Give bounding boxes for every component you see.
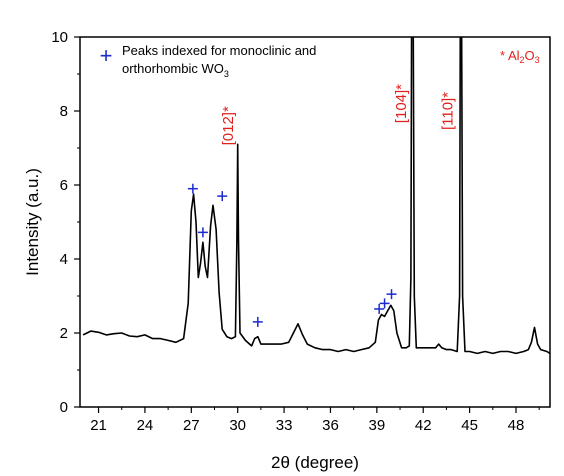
x-tick-label: 45 [461, 417, 478, 434]
peak-annotation: [104]* [393, 84, 410, 123]
peak-annotation: [012]* [220, 106, 237, 145]
plot-frame [79, 36, 551, 408]
peak-marker [252, 316, 263, 327]
x-tick-label: 36 [322, 417, 339, 434]
x-tick-label: 33 [276, 417, 293, 434]
x-tick-label: 42 [415, 417, 432, 434]
y-tick-label: 8 [60, 103, 68, 120]
x-tick-label: 21 [90, 417, 107, 434]
y-tick-label: 2 [60, 325, 68, 342]
peak-marker [197, 227, 208, 238]
legend-line-1: Peaks indexed for monoclinic and [122, 43, 316, 58]
y-tick-label: 6 [60, 177, 68, 194]
alumina-sub2: 3 [535, 55, 540, 65]
alumina-prefix: * Al [500, 48, 520, 63]
peak-marker [187, 183, 198, 194]
x-tick-label: 30 [229, 417, 246, 434]
y-tick-label: 4 [60, 251, 68, 268]
legend: + Peaks indexed for monoclinic and ortho… [100, 43, 317, 79]
alumina-note: * Al2O3 [500, 48, 540, 65]
x-axis-title: 2θ (degree) [271, 453, 359, 472]
annotation-layer: [012]* [104]* [110]* [220, 84, 457, 146]
alumina-sub1: 2 [520, 55, 525, 65]
x-tick-label: 24 [137, 417, 154, 434]
alumina-note-text: * Al2O3 [500, 48, 540, 65]
marker-layer [187, 183, 397, 327]
legend-line-2: orthorhombic WO3 [122, 61, 229, 79]
x-tick-label: 27 [183, 417, 200, 434]
series-line [82, 37, 550, 355]
y-tick-label: 10 [51, 29, 68, 46]
x-tick-label: 48 [508, 417, 525, 434]
y-axis-title: Intensity (a.u.) [23, 168, 42, 276]
peak-marker [217, 191, 228, 202]
alumina-mid: O [525, 48, 535, 63]
x-tick-label: 39 [368, 417, 385, 434]
legend-line-2-sub: 3 [224, 69, 229, 79]
peak-annotation: [110]* [440, 92, 457, 130]
series-layer [82, 37, 550, 355]
legend-plus-icon: + [100, 43, 113, 68]
peak-marker [379, 298, 390, 309]
y-tick-label: 0 [60, 399, 68, 416]
peak-marker [374, 303, 385, 314]
legend-line-2-main: orthorhombic WO [122, 61, 224, 76]
peak-marker [386, 289, 397, 300]
